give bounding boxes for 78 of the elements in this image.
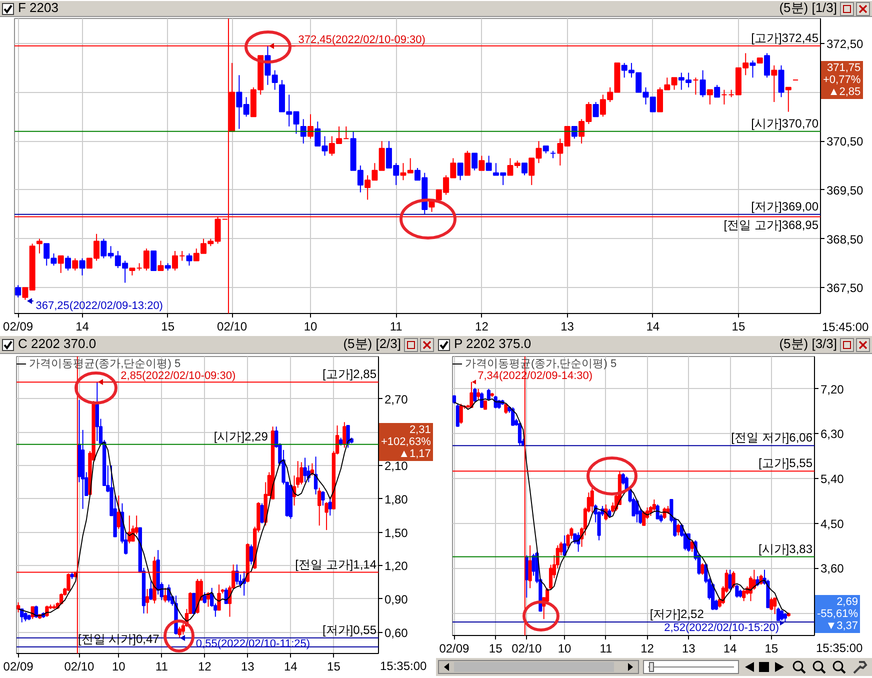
x-tick-label: 15 [732, 320, 746, 334]
y-tick-label: 2,70 [384, 392, 408, 406]
text: ▼3,37 [824, 620, 858, 632]
text: 15:35:00 [380, 659, 427, 673]
y-tick-label: 370,50 [826, 134, 864, 149]
text: 15:35:00 [816, 641, 863, 655]
text: 2,31 [408, 424, 431, 436]
chart-title: C 2202 370.0 [18, 336, 96, 352]
x-tick-label: 10 [304, 320, 318, 334]
text: +102,63% [381, 436, 431, 448]
x-tick-label: 13 [560, 320, 574, 334]
x-tick-label: 02/09 [3, 320, 34, 334]
x-tick-label: 02/10 [512, 642, 542, 656]
text: 2,69 [836, 596, 858, 608]
x-tick-label: 13 [241, 660, 255, 674]
ref-line-label: [저가]2,52 [650, 607, 704, 622]
x-tick-label: 14 [646, 320, 660, 334]
x-tick-label: 10 [112, 660, 126, 674]
chart-title: F 2203 [18, 0, 58, 15]
y-tick-label: 0,60 [384, 626, 408, 640]
ref-line-label: [전일 고가]368,95 [724, 218, 819, 232]
text: +0,77% [823, 74, 861, 86]
ref-line-label: [저가]0,55 [322, 622, 377, 637]
x-tick-label: 11 [390, 320, 403, 334]
annotation: 372,45(2022/02/10-09:30) [298, 34, 426, 46]
text: ▲2,85 [827, 86, 861, 98]
text: 371,75 [826, 62, 861, 74]
x-tick-label: 15 [327, 660, 341, 674]
x-tick-label: 14 [723, 642, 738, 656]
x-tick-label: 02/09 [439, 642, 470, 656]
chart-subtitle: (5분) [2/3] [343, 336, 401, 352]
ref-line-label: [전일 저가]6,06 [731, 430, 813, 445]
ref-line-label: [저가]369,00 [751, 199, 819, 214]
ref-line-label: [전일 고가]1,14 [295, 557, 377, 572]
x-tick-label: 13 [682, 642, 696, 656]
y-tick-label: 2,10 [384, 459, 408, 474]
x-tick-label: 15 [764, 642, 778, 656]
chart-subtitle: (5분) [3/3] [779, 336, 837, 352]
y-tick-label: 1,20 [384, 559, 408, 574]
annotation: 2,85(2022/02/10-09:30) [120, 370, 236, 382]
y-tick-label: 367,50 [826, 281, 864, 296]
x-tick-label: 02/09 [3, 660, 34, 674]
x-tick-label: 12 [475, 320, 489, 334]
ref-line-label: [고가]5,55 [758, 456, 813, 470]
y-tick-label: 1,80 [384, 492, 408, 506]
y-tick-label: 5,40 [820, 472, 844, 486]
x-tick-label: 11 [600, 642, 612, 656]
x-tick-label: 11 [155, 660, 168, 674]
ref-line-label: [시가]2,29 [214, 429, 268, 444]
ref-line-label: [고가]372,45 [751, 30, 819, 45]
x-tick-label: 15 [161, 320, 175, 334]
y-tick-label: 372,50 [826, 36, 864, 51]
text: -55,61% [817, 608, 858, 620]
annotation: 367,25(2022/02/09-13:20) [36, 300, 163, 312]
text: 15:45:00 [822, 320, 869, 334]
x-tick-label: 15 [488, 642, 503, 656]
x-tick-label: 10 [558, 642, 572, 656]
text: ▲1,17 [398, 448, 431, 460]
y-tick-label: 369,50 [826, 183, 864, 198]
y-tick-label: 3,60 [820, 562, 844, 576]
y-tick-label: 368,50 [826, 232, 864, 246]
x-tick-label: 02/10 [217, 320, 248, 334]
annotation: 2,52(2022/02/10-15:20) [664, 622, 780, 634]
x-tick-label: 12 [198, 660, 212, 674]
y-tick-label: 1,50 [384, 526, 408, 540]
y-tick-label: 7,20 [820, 382, 844, 396]
x-tick-label: 14 [76, 320, 90, 334]
ref-line-label: [시가]370,70 [751, 116, 819, 130]
x-tick-label: 02/10 [64, 660, 95, 674]
ref-line-label: [시가]3,83 [758, 542, 813, 556]
x-tick-label: 14 [284, 660, 298, 674]
y-tick-label: 4,50 [820, 516, 844, 531]
chart-title: P 2202 375.0 [454, 336, 532, 352]
y-tick-label: 6,30 [820, 427, 844, 442]
x-tick-label: 12 [640, 642, 654, 656]
chart-subtitle: (5분) [1/3] [779, 0, 837, 15]
ref-line-label: [고가]2,85 [322, 367, 377, 382]
y-tick-label: 0,90 [384, 592, 408, 606]
